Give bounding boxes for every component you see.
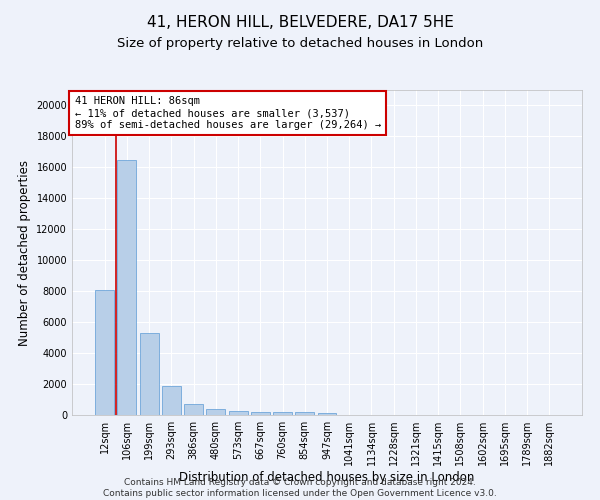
Bar — [140, 333, 158, 415]
Y-axis label: Number of detached properties: Number of detached properties — [18, 160, 31, 346]
Bar — [295, 412, 314, 415]
Text: 41, HERON HILL, BELVEDERE, DA17 5HE: 41, HERON HILL, BELVEDERE, DA17 5HE — [146, 15, 454, 30]
Bar — [317, 413, 337, 415]
Text: Contains HM Land Registry data © Crown copyright and database right 2024.
Contai: Contains HM Land Registry data © Crown c… — [103, 478, 497, 498]
Bar — [118, 160, 136, 415]
Bar — [162, 386, 181, 415]
X-axis label: Distribution of detached houses by size in London: Distribution of detached houses by size … — [179, 471, 475, 484]
Bar — [251, 412, 270, 415]
Text: 41 HERON HILL: 86sqm
← 11% of detached houses are smaller (3,537)
89% of semi-de: 41 HERON HILL: 86sqm ← 11% of detached h… — [74, 96, 381, 130]
Text: Size of property relative to detached houses in London: Size of property relative to detached ho… — [117, 38, 483, 51]
Bar — [229, 410, 248, 415]
Bar — [95, 290, 114, 415]
Bar — [273, 412, 292, 415]
Bar — [206, 409, 225, 415]
Bar — [184, 404, 203, 415]
